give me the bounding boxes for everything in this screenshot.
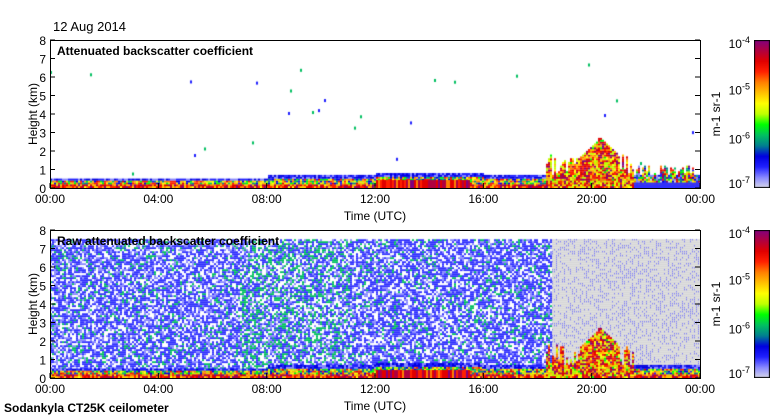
colorbar-tick-label: 10-7 bbox=[729, 365, 750, 381]
plot-frame bbox=[50, 230, 701, 379]
colorbar-tick-label: 10-4 bbox=[729, 225, 750, 241]
y-tick-label: 7 bbox=[39, 243, 46, 257]
y-tick-label: 0 bbox=[39, 372, 46, 386]
x-tick-label: 08:00 bbox=[252, 382, 282, 396]
backscatter-heatmap bbox=[50, 40, 700, 188]
y-tick-label: 5 bbox=[39, 90, 46, 104]
x-tick-label: 16:00 bbox=[468, 382, 498, 396]
y-tick-label: 3 bbox=[39, 127, 46, 141]
colorbar-tick-label: 10-5 bbox=[729, 271, 750, 287]
y-tick-label: 4 bbox=[39, 298, 46, 312]
colorbar-tick-label: 10-4 bbox=[729, 35, 750, 51]
plot-frame bbox=[50, 40, 701, 189]
y-tick-label: 6 bbox=[39, 71, 46, 85]
y-tick-label: 8 bbox=[39, 34, 46, 48]
colorbar-tick-label: 10-7 bbox=[729, 175, 750, 191]
panel-title: Raw attenuated backscatter coefficient bbox=[57, 234, 279, 248]
panel-title: Attenuated backscatter coefficient bbox=[57, 44, 253, 58]
y-axis-label: Height (km) bbox=[26, 273, 40, 335]
y-tick-label: 2 bbox=[39, 335, 46, 349]
raw-backscatter-heatmap bbox=[50, 230, 700, 378]
x-tick-label: 20:00 bbox=[577, 192, 607, 206]
x-tick-label: 00:00 bbox=[685, 192, 715, 206]
x-tick-label: 04:00 bbox=[143, 382, 173, 396]
x-tick-label: 00:00 bbox=[35, 192, 65, 206]
y-tick-label: 2 bbox=[39, 145, 46, 159]
instrument-label: Sodankyla CT25K ceilometer bbox=[4, 401, 169, 415]
x-axis-label: Time (UTC) bbox=[344, 209, 406, 223]
y-axis-label: Height (km) bbox=[26, 83, 40, 145]
x-tick-label: 08:00 bbox=[252, 192, 282, 206]
colorbar-tick-label: 10-6 bbox=[729, 321, 750, 337]
y-tick-label: 1 bbox=[39, 354, 46, 368]
x-tick-label: 00:00 bbox=[35, 382, 65, 396]
colorbar-label: m-1 sr-1 bbox=[709, 281, 723, 327]
colorbar-label: m-1 sr-1 bbox=[709, 91, 723, 137]
colorbar bbox=[754, 40, 770, 188]
x-tick-label: 12:00 bbox=[360, 192, 390, 206]
colorbar bbox=[754, 230, 770, 378]
y-tick-label: 0 bbox=[39, 182, 46, 196]
x-tick-label: 04:00 bbox=[143, 192, 173, 206]
y-tick-label: 8 bbox=[39, 224, 46, 238]
x-tick-label: 20:00 bbox=[577, 382, 607, 396]
date-label: 12 Aug 2014 bbox=[53, 19, 127, 34]
x-tick-label: 16:00 bbox=[468, 192, 498, 206]
y-tick-label: 1 bbox=[39, 164, 46, 178]
x-axis-label: Time (UTC) bbox=[344, 399, 406, 413]
x-tick-label: 00:00 bbox=[685, 382, 715, 396]
y-tick-label: 7 bbox=[39, 53, 46, 67]
y-tick-label: 3 bbox=[39, 317, 46, 331]
colorbar-tick-label: 10-5 bbox=[729, 81, 750, 97]
y-tick-label: 5 bbox=[39, 280, 46, 294]
y-tick-label: 4 bbox=[39, 108, 46, 122]
colorbar-tick-label: 10-6 bbox=[729, 131, 750, 147]
y-tick-label: 6 bbox=[39, 261, 46, 275]
x-tick-label: 12:00 bbox=[360, 382, 390, 396]
